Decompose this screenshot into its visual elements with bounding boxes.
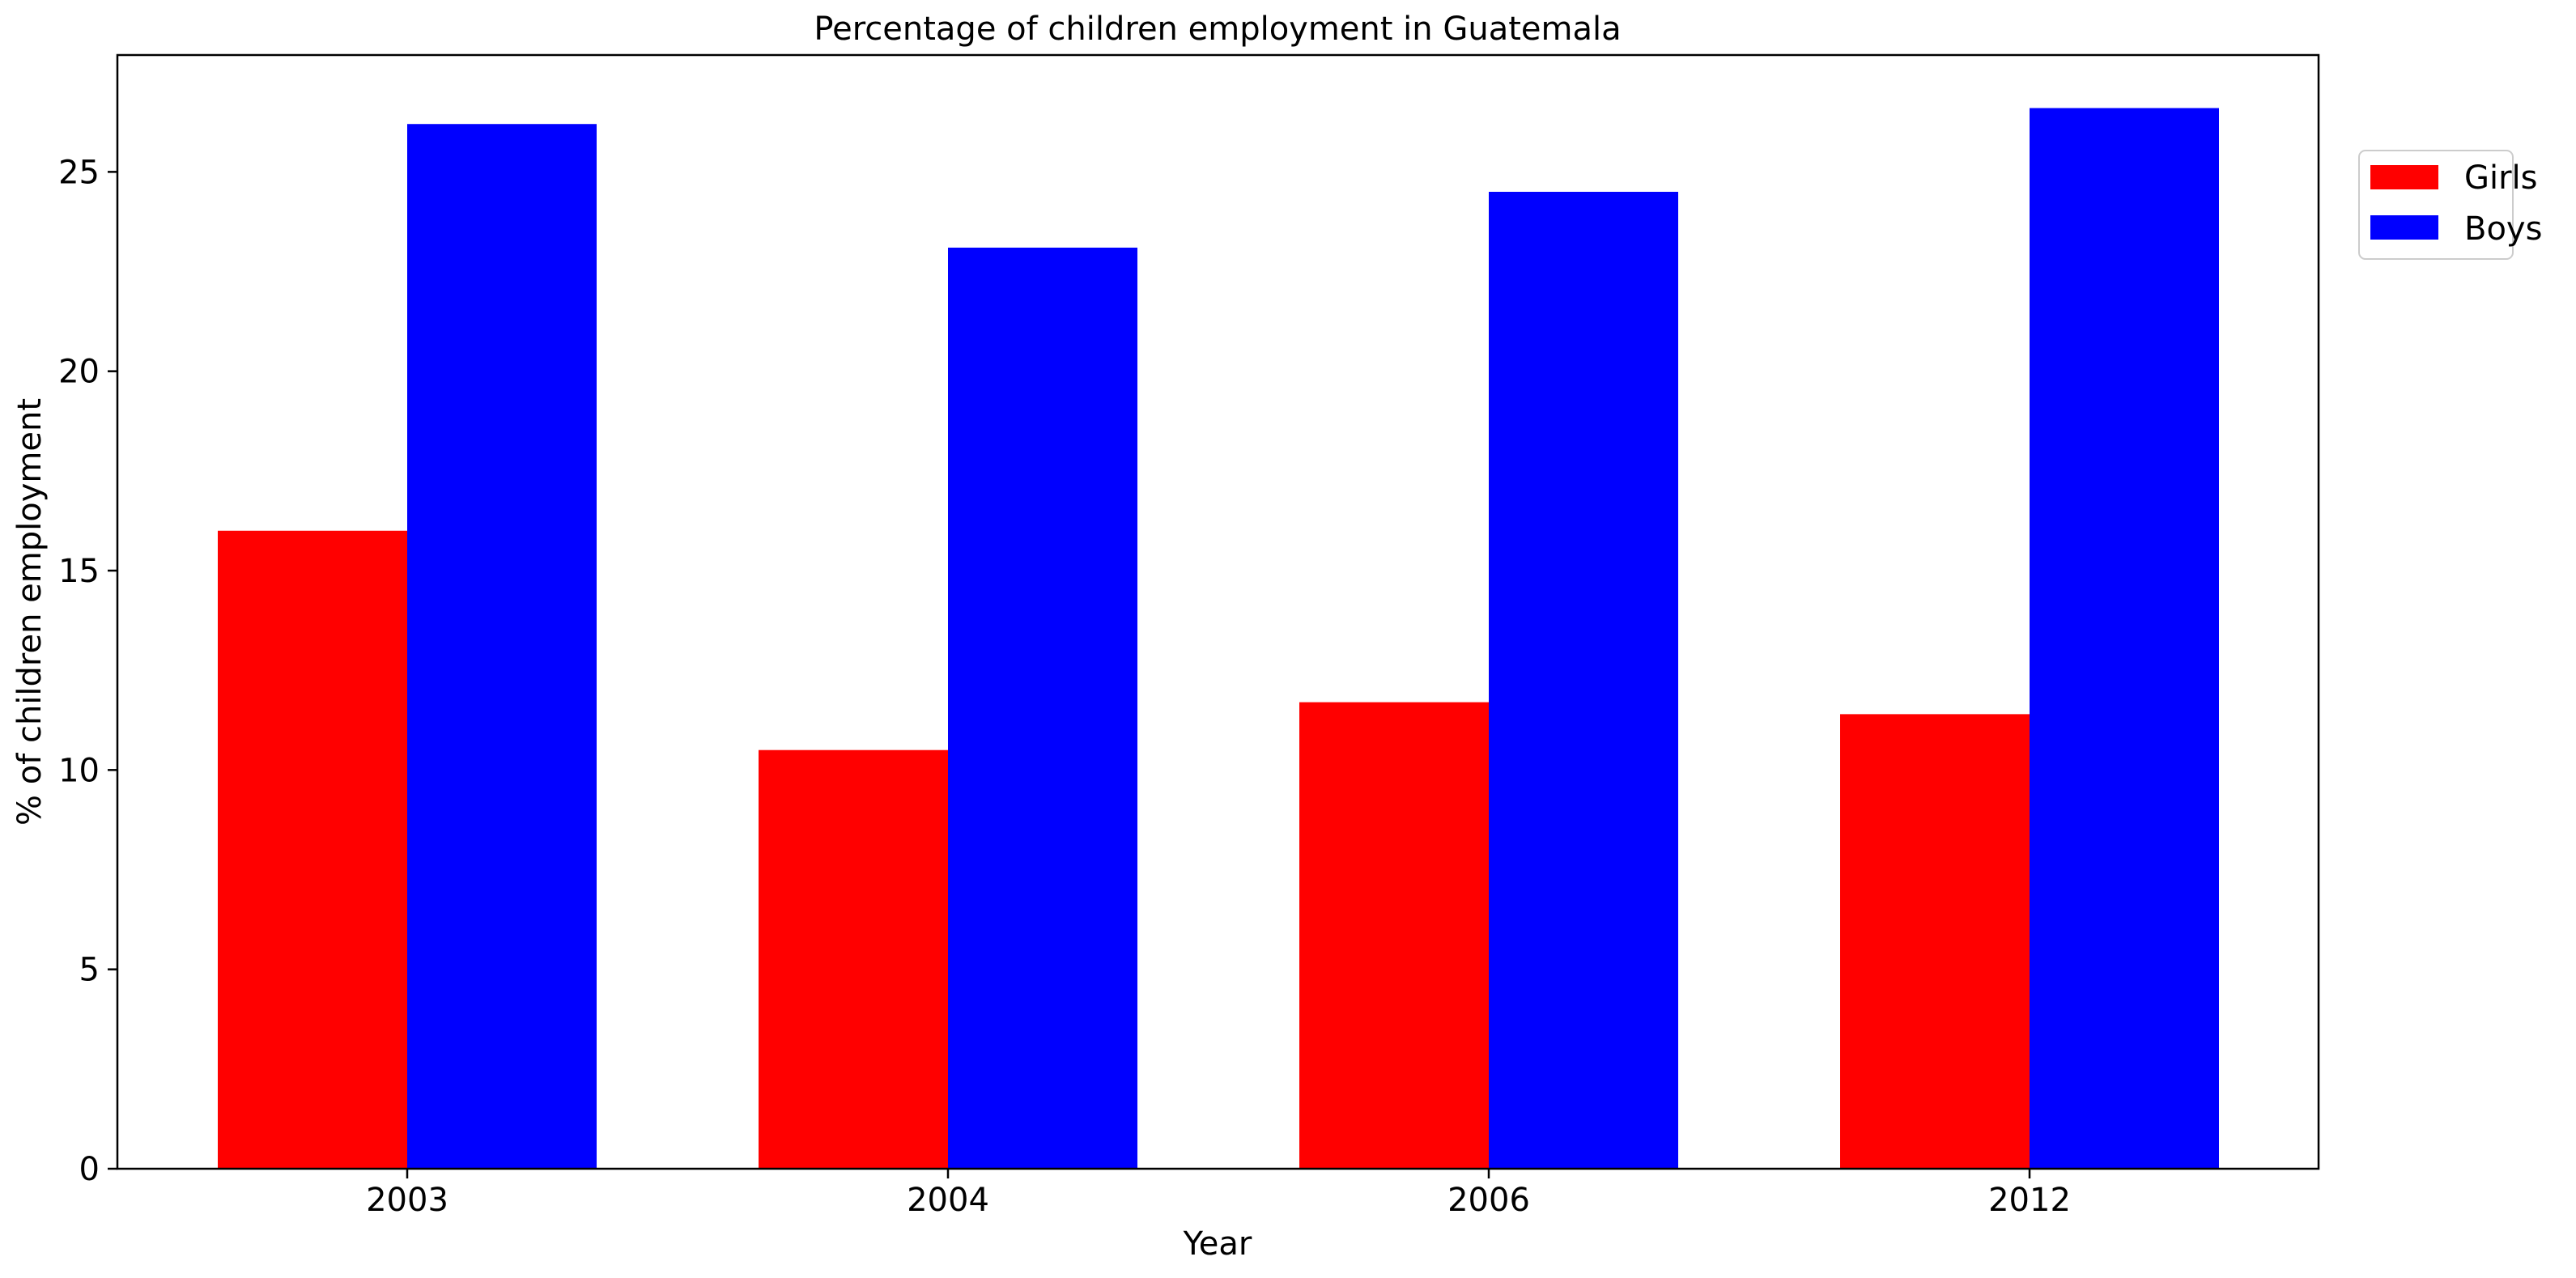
y-axis-label: % of children employment bbox=[11, 398, 49, 826]
x-tick-label-2012: 2012 bbox=[1988, 1182, 2071, 1219]
y-axis: 0 5 10 15 20 25 bbox=[58, 154, 117, 1188]
legend-label-girls: Girls bbox=[2464, 159, 2538, 197]
x-tick-label-2004: 2004 bbox=[907, 1182, 989, 1219]
x-axis: 2003 2004 2006 2012 bbox=[366, 1169, 2071, 1219]
bar-girls-2003 bbox=[218, 530, 407, 1169]
legend-swatch-girls bbox=[2370, 165, 2438, 189]
x-tick-label-2006: 2006 bbox=[1447, 1182, 1530, 1219]
bar-boys-2003 bbox=[407, 124, 597, 1169]
y-tick-label-15: 15 bbox=[58, 553, 100, 590]
bar-boys-2012 bbox=[2030, 108, 2219, 1169]
plot-frame bbox=[116, 53, 2320, 1170]
x-tick-label-2003: 2003 bbox=[366, 1182, 448, 1219]
y-tick-label-10: 10 bbox=[58, 752, 100, 789]
bar-boys-2006 bbox=[1489, 191, 1678, 1170]
bars-layer bbox=[218, 108, 2219, 1170]
bar-girls-2006 bbox=[1299, 702, 1489, 1169]
y-tick-label-25: 25 bbox=[58, 154, 100, 191]
legend-label-boys: Boys bbox=[2464, 210, 2542, 248]
y-tick-label-20: 20 bbox=[58, 354, 100, 391]
y-tick-label-0: 0 bbox=[79, 1151, 100, 1188]
x-axis-label: Year bbox=[1183, 1225, 1252, 1263]
legend-swatch-boys bbox=[2370, 215, 2438, 240]
bar-girls-2012 bbox=[1840, 714, 2030, 1169]
legend: Girls Boys bbox=[2358, 150, 2542, 260]
chart-title: Percentage of children employment in Gua… bbox=[814, 11, 1621, 48]
y-tick-label-5: 5 bbox=[79, 952, 100, 989]
bar-girls-2004 bbox=[759, 749, 948, 1169]
bar-boys-2004 bbox=[948, 247, 1137, 1170]
